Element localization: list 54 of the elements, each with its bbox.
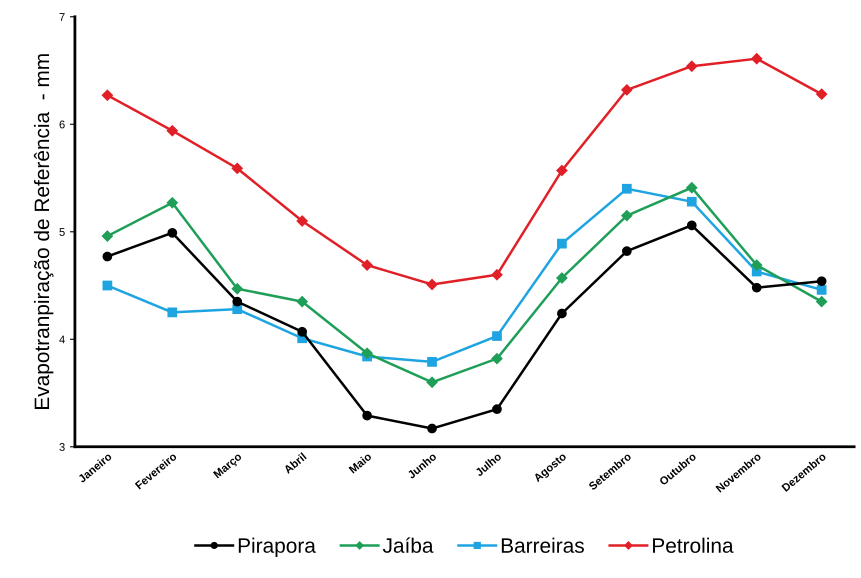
point [686, 196, 697, 207]
point [426, 376, 438, 388]
point [622, 184, 632, 194]
point [167, 308, 178, 318]
point [166, 197, 178, 208]
point [296, 296, 308, 308]
point [752, 282, 762, 293]
point [492, 331, 502, 341]
y-tick-label: 6 [60, 120, 65, 128]
point [816, 296, 828, 308]
point [686, 60, 698, 72]
point [102, 90, 113, 101]
point [816, 276, 827, 286]
point [232, 296, 242, 307]
point [491, 269, 503, 280]
point [427, 357, 437, 367]
point [751, 53, 762, 64]
point [166, 125, 178, 136]
legend-label: Pirapora [238, 538, 316, 558]
point [621, 210, 632, 222]
point [556, 164, 568, 176]
point [362, 260, 373, 271]
point [556, 272, 568, 284]
point [751, 260, 762, 271]
point [491, 353, 503, 364]
point [102, 230, 113, 242]
y-axis-title: Evapotranpiração de Referência - mm [34, 54, 54, 409]
point [686, 182, 698, 194]
point [232, 283, 243, 294]
point [816, 284, 827, 295]
point [492, 404, 502, 414]
point [167, 228, 178, 238]
point [426, 278, 438, 290]
y-tick-label: 7 [60, 13, 65, 21]
y-tick-label: 4 [59, 336, 65, 344]
point [362, 348, 373, 359]
point [232, 162, 243, 174]
point [622, 246, 632, 256]
point [427, 424, 437, 434]
point [621, 84, 632, 96]
point [296, 215, 308, 227]
point [816, 88, 828, 100]
legend-label: Jaíba [382, 537, 434, 553]
point [102, 280, 112, 290]
point [102, 252, 112, 262]
legend-label: Petrolina [653, 538, 734, 553]
point [297, 326, 308, 337]
legend-label: Barreiras [502, 538, 584, 553]
point [557, 308, 567, 318]
point [686, 220, 697, 230]
point [557, 238, 567, 248]
point [362, 410, 372, 420]
y-tick-label: 3 [59, 443, 65, 451]
y-tick-label: 5 [59, 228, 65, 236]
